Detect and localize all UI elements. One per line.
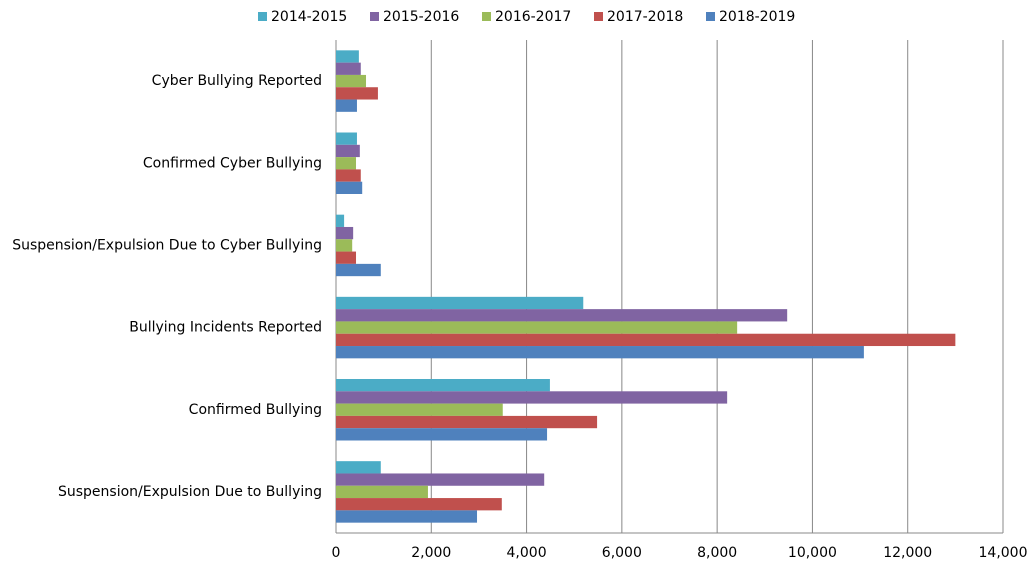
x-tick-label: 2,000 [411,545,451,561]
bar [336,144,360,158]
y-tick-label: Confirmed Cyber Bullying [143,155,322,171]
legend-swatch [370,12,379,21]
bar [336,428,548,441]
legend-swatch [258,12,267,21]
bar [336,415,598,429]
x-tick-label: 0 [332,545,341,561]
bar [336,461,381,474]
bar [336,485,428,499]
bar [336,321,738,334]
y-tick-label: Bullying Incidents Reported [129,320,322,336]
bar [336,181,363,194]
x-tick-label: 4,000 [507,545,547,561]
bar [336,379,550,392]
legend-label: 2016-2017 [495,9,571,25]
legend-label: 2014-2015 [271,9,347,25]
bar [336,263,381,277]
bar [336,296,584,310]
legend-label: 2017-2018 [607,9,683,25]
bar [336,403,503,416]
bar [336,87,378,100]
x-tick-label: 8,000 [697,545,737,561]
y-tick-label: Cyber Bullying Reported [152,73,322,89]
x-tick-label: 14,000 [979,545,1028,561]
bar [336,157,357,170]
bar [336,346,864,359]
y-tick-label: Suspension/Expulsion Due to Bullying [58,484,322,500]
legend-label: 2015-2016 [383,9,459,25]
legend-swatch [706,12,715,21]
bar [336,309,788,322]
bar [336,99,357,112]
bar [336,169,361,182]
bar [336,510,478,523]
bar [336,473,545,486]
legend-swatch [482,12,491,21]
bar [336,226,354,240]
bar [336,132,357,145]
bar [336,333,956,347]
y-tick-label: Confirmed Bullying [189,402,322,418]
bar [336,62,361,75]
bar [336,391,728,404]
bar [336,239,353,252]
x-tick-label: 10,000 [788,545,837,561]
bar [336,498,502,511]
bar [336,50,359,63]
bar [336,74,367,88]
legend-label: 2018-2019 [719,9,795,25]
y-tick-label: Suspension/Expulsion Due to Cyber Bullyi… [12,237,322,253]
x-tick-label: 6,000 [602,545,642,561]
bar [336,214,345,227]
x-tick-label: 12,000 [883,545,932,561]
bar [336,251,357,264]
legend-swatch [594,12,603,21]
